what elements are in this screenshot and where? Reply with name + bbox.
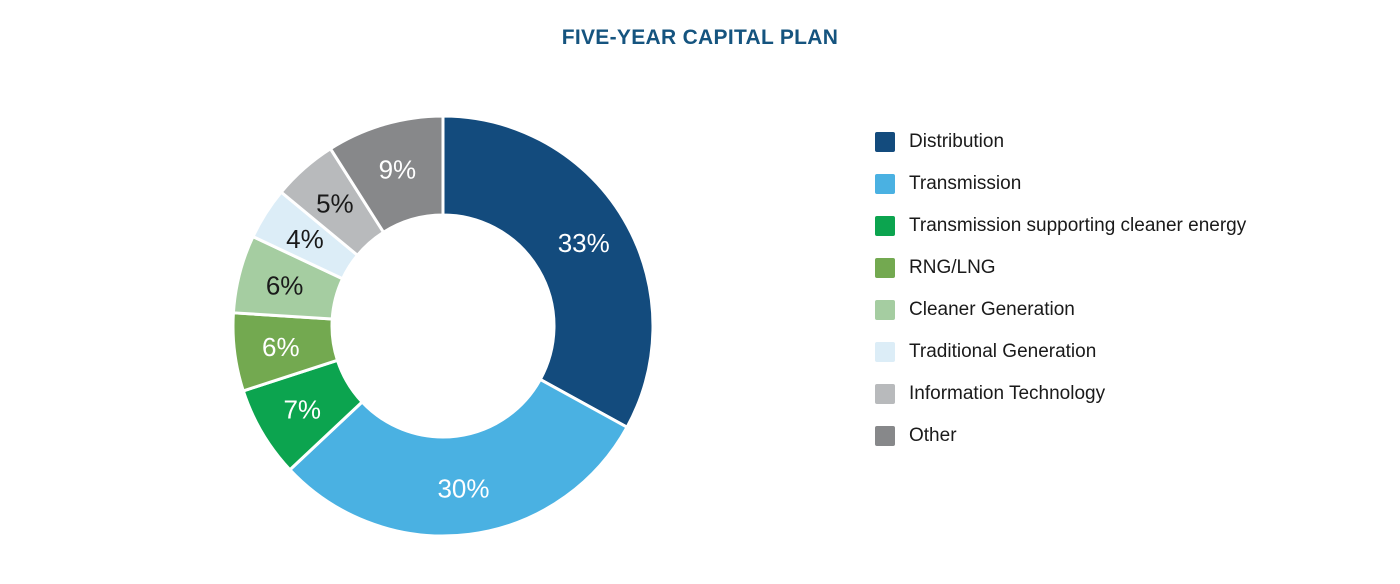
slice-percent-label: 4% xyxy=(286,224,324,254)
legend-label: Transmission supporting cleaner energy xyxy=(909,215,1247,236)
legend-swatch xyxy=(875,174,895,194)
legend-swatch xyxy=(875,342,895,362)
slice-percent-label: 33% xyxy=(558,228,610,258)
legend-label: Transmission xyxy=(909,173,1022,194)
legend-item: Traditional Generation xyxy=(875,342,1246,362)
slice-percent-label: 30% xyxy=(437,474,489,504)
legend-swatch xyxy=(875,132,895,152)
legend-item: Information Technology xyxy=(875,384,1246,404)
legend-swatch xyxy=(875,300,895,320)
legend-swatch xyxy=(875,426,895,446)
legend-label: Other xyxy=(909,425,957,446)
legend-swatch xyxy=(875,216,895,236)
donut-slice xyxy=(288,377,629,538)
legend-label: Information Technology xyxy=(909,383,1106,404)
legend-swatch xyxy=(875,258,895,278)
donut-slice xyxy=(328,114,445,234)
legend-item: Distribution xyxy=(875,132,1246,152)
legend-label: Distribution xyxy=(909,131,1005,152)
legend-item: Transmission xyxy=(875,174,1246,194)
legend-label: Cleaner Generation xyxy=(909,299,1075,320)
slice-percent-label: 5% xyxy=(316,189,354,219)
legend-item: Other xyxy=(875,426,1246,446)
slice-percent-label: 6% xyxy=(262,332,300,362)
legend-item: Transmission supporting cleaner energy xyxy=(875,216,1246,236)
donut-slice xyxy=(441,114,655,429)
slice-percent-label: 6% xyxy=(266,271,304,301)
slice-percent-label: 9% xyxy=(379,154,417,184)
legend-swatch xyxy=(875,384,895,404)
legend-item: Cleaner Generation xyxy=(875,300,1246,320)
chart-title: FIVE-YEAR CAPITAL PLAN xyxy=(561,26,839,49)
legend-label: Traditional Generation xyxy=(909,341,1097,362)
donut-chart: 33% 30% 7% 6% 6% 4% 5% 9% xyxy=(231,114,655,538)
legend-label: RNG/LNG xyxy=(909,257,996,278)
slice-percent-label: 7% xyxy=(283,395,321,425)
legend-item: RNG/LNG xyxy=(875,258,1246,278)
chart-legend: Distribution Transmission Transmission sup… xyxy=(875,132,1246,468)
